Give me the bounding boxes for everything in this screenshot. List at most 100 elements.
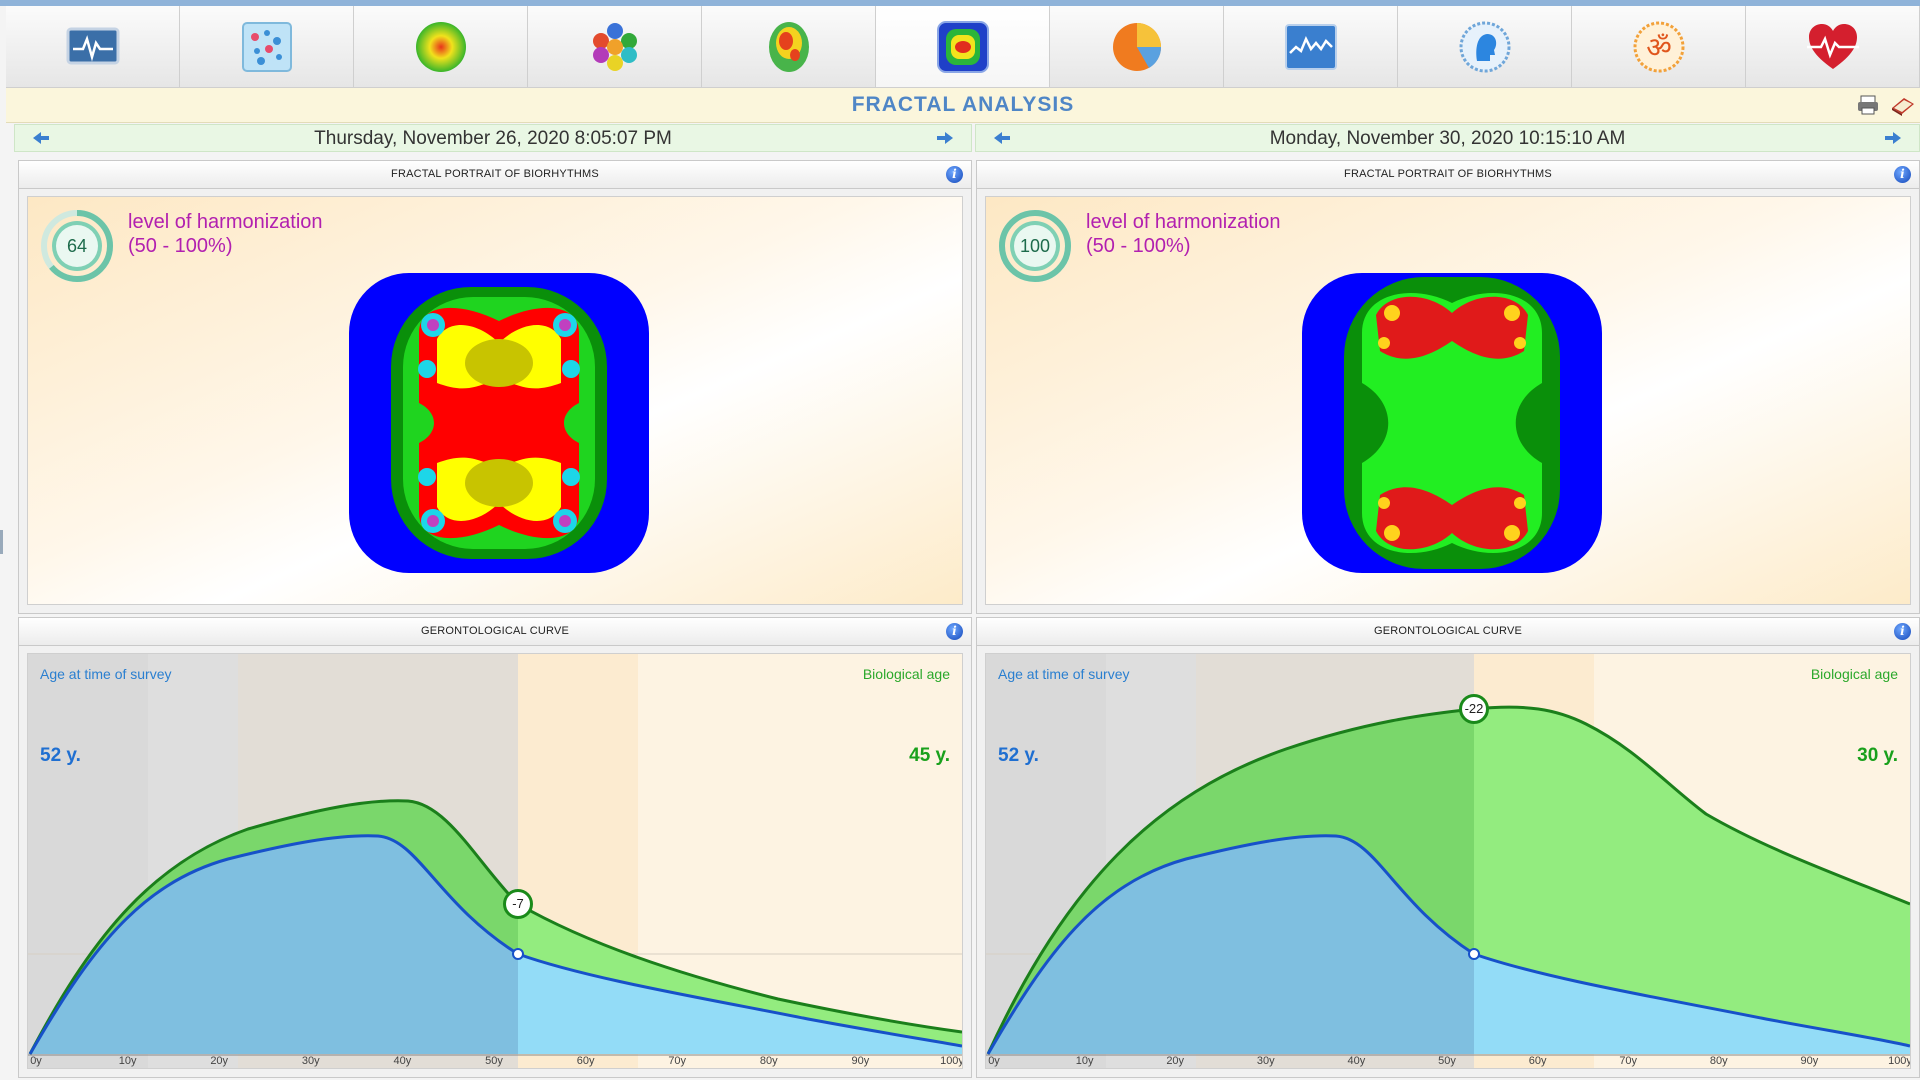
fractal-portrait-image (349, 273, 649, 573)
window-edge-grip (0, 530, 3, 554)
panel-title: FRACTAL PORTRAIT OF BIORHYTHMS (1344, 168, 1552, 180)
brain-map-icon (768, 21, 809, 72)
tab-om[interactable]: ॐ (1572, 6, 1746, 87)
gerontological-curve-panel-right: GERONTOLOGICAL CURVE i Age at time of su… (976, 617, 1920, 1078)
harmonization-gauge: 100 (999, 210, 1071, 282)
x-tick-label: 70y (1619, 1055, 1638, 1067)
x-tick-label: 30y (301, 1055, 320, 1067)
harmonization-title: level of harmonization (128, 211, 323, 233)
x-tick-label: 80y (1709, 1055, 1728, 1067)
x-tick-label: 10y (118, 1055, 137, 1067)
hexagon-chakras-icon (592, 22, 637, 71)
biological-age-label: Biological age (1810, 666, 1898, 682)
previous-date-arrow-icon[interactable] (992, 130, 1012, 146)
tab-pie[interactable] (1050, 6, 1224, 87)
tab-ecg[interactable] (6, 6, 180, 87)
book-icon[interactable] (1890, 94, 1916, 116)
dots-grid-icon (241, 21, 292, 72)
panel-header: FRACTAL PORTRAIT OF BIORHYTHMS i (19, 161, 971, 189)
x-tick-label: 40y (393, 1055, 412, 1067)
x-tick-label: 90y (1800, 1055, 1819, 1067)
tab-brain[interactable] (702, 6, 876, 87)
tab-fractal[interactable] (876, 6, 1050, 87)
age-label: Age at time of survey (40, 666, 172, 682)
x-tick-label: 80y (759, 1055, 778, 1067)
svg-text:64: 64 (67, 236, 87, 256)
gerontological-curve-chart: Age at time of survey Biological age 52 … (985, 653, 1911, 1069)
curve-graphic (28, 654, 962, 1068)
biological-age-label: Biological age (862, 666, 950, 682)
panel-title: GERONTOLOGICAL CURVE (1373, 625, 1523, 637)
info-icon[interactable]: i (1894, 166, 1911, 183)
window-top-border (0, 0, 1920, 6)
tab-aura[interactable] (354, 6, 528, 87)
fractal-portrait-panel-left: FRACTAL PORTRAIT OF BIORHYTHMS i 64 leve… (18, 160, 972, 614)
x-tick-label: 90y (851, 1055, 870, 1067)
heart-pulse-icon (1806, 23, 1859, 69)
fractal-portrait-panel-right: FRACTAL PORTRAIT OF BIORHYTHMS i 100 lev… (976, 160, 1920, 614)
pie-chart-icon (1112, 22, 1161, 71)
info-icon[interactable]: i (946, 166, 963, 183)
fractal-portrait-image (1302, 273, 1602, 573)
tab-head[interactable] (1398, 6, 1572, 87)
svg-text:100: 100 (1020, 236, 1050, 256)
x-tick-label: 0y (30, 1055, 42, 1067)
tab-heart[interactable] (1746, 6, 1920, 87)
x-tick-label: 50y (485, 1055, 503, 1067)
panel-header: FRACTAL PORTRAIT OF BIORHYTHMS i (977, 161, 1919, 189)
info-icon[interactable]: i (946, 623, 963, 640)
next-date-arrow-icon[interactable] (1883, 130, 1903, 146)
age-difference-marker: -7 (503, 889, 533, 919)
x-tick-label: 10y (1075, 1055, 1094, 1067)
aura-sphere-icon (415, 21, 466, 72)
previous-date-arrow-icon[interactable] (31, 130, 51, 146)
gerontological-curve-chart: Age at time of survey Biological age 52 … (27, 653, 963, 1069)
x-tick-label: 100y (940, 1055, 963, 1067)
date-bar-right: Monday, November 30, 2020 10:15:10 AM (975, 124, 1920, 152)
age-difference-marker: -22 (1459, 694, 1489, 724)
info-icon[interactable]: i (1894, 623, 1911, 640)
wave-chart-icon (1284, 23, 1337, 70)
tab-wave[interactable] (1224, 6, 1398, 87)
harmonization-range: (50 - 100%) (128, 235, 233, 257)
panel-title: GERONTOLOGICAL CURVE (420, 625, 570, 637)
portrait-area: 64 level of harmonization (50 - 100%) (27, 196, 963, 605)
page-title: FRACTAL ANALYSIS (851, 93, 1075, 116)
biological-age-value: 30 y. (1857, 745, 1898, 766)
x-tick-label: 20y (1166, 1055, 1185, 1067)
print-icon[interactable] (1856, 94, 1880, 116)
panel-header: GERONTOLOGICAL CURVE i (19, 618, 971, 646)
module-tab-bar: ॐ (6, 6, 1920, 88)
om-symbol-icon: ॐ (1633, 21, 1684, 72)
tab-dots[interactable] (180, 6, 354, 87)
harmonization-gauge: 64 (41, 210, 113, 282)
fractal-portrait-icon (936, 20, 989, 73)
date-bar-left: Thursday, November 26, 2020 8:05:07 PM (14, 124, 972, 152)
x-tick-label: 60y (576, 1055, 595, 1067)
harmonization-title: level of harmonization (1086, 211, 1281, 233)
x-tick-label: 40y (1347, 1055, 1366, 1067)
gerontological-curve-panel-left: GERONTOLOGICAL CURVE i Age at time of su… (18, 617, 972, 1078)
head-profile-icon (1459, 21, 1510, 72)
x-tick-label: 30y (1256, 1055, 1275, 1067)
svg-text:ॐ: ॐ (1646, 31, 1672, 64)
x-tick-label: 60y (1528, 1055, 1547, 1067)
biological-age-value: 45 y. (909, 745, 950, 766)
x-tick-label: 100y (1888, 1055, 1911, 1067)
age-value: 52 y. (998, 745, 1039, 766)
ecg-monitor-icon (66, 27, 119, 64)
x-tick-label: 20y (210, 1055, 229, 1067)
panel-title: FRACTAL PORTRAIT OF BIORHYTHMS (391, 168, 599, 180)
portrait-area: 100 level of harmonization (50 - 100%) (985, 196, 1911, 605)
session-date: Thursday, November 26, 2020 8:05:07 PM (314, 128, 672, 149)
x-tick-label: 70y (668, 1055, 687, 1067)
x-tick-label: 50y (1438, 1055, 1456, 1067)
session-date: Monday, November 30, 2020 10:15:10 AM (1269, 128, 1626, 149)
next-date-arrow-icon[interactable] (935, 130, 955, 146)
title-bar: FRACTAL ANALYSIS (6, 88, 1920, 123)
tab-chakras[interactable] (528, 6, 702, 87)
curve-graphic (986, 654, 1910, 1068)
x-tick-label: 0y (988, 1055, 1000, 1067)
harmonization-range: (50 - 100%) (1086, 235, 1191, 257)
harmonization-label: level of harmonization (50 - 100%) (128, 210, 323, 258)
